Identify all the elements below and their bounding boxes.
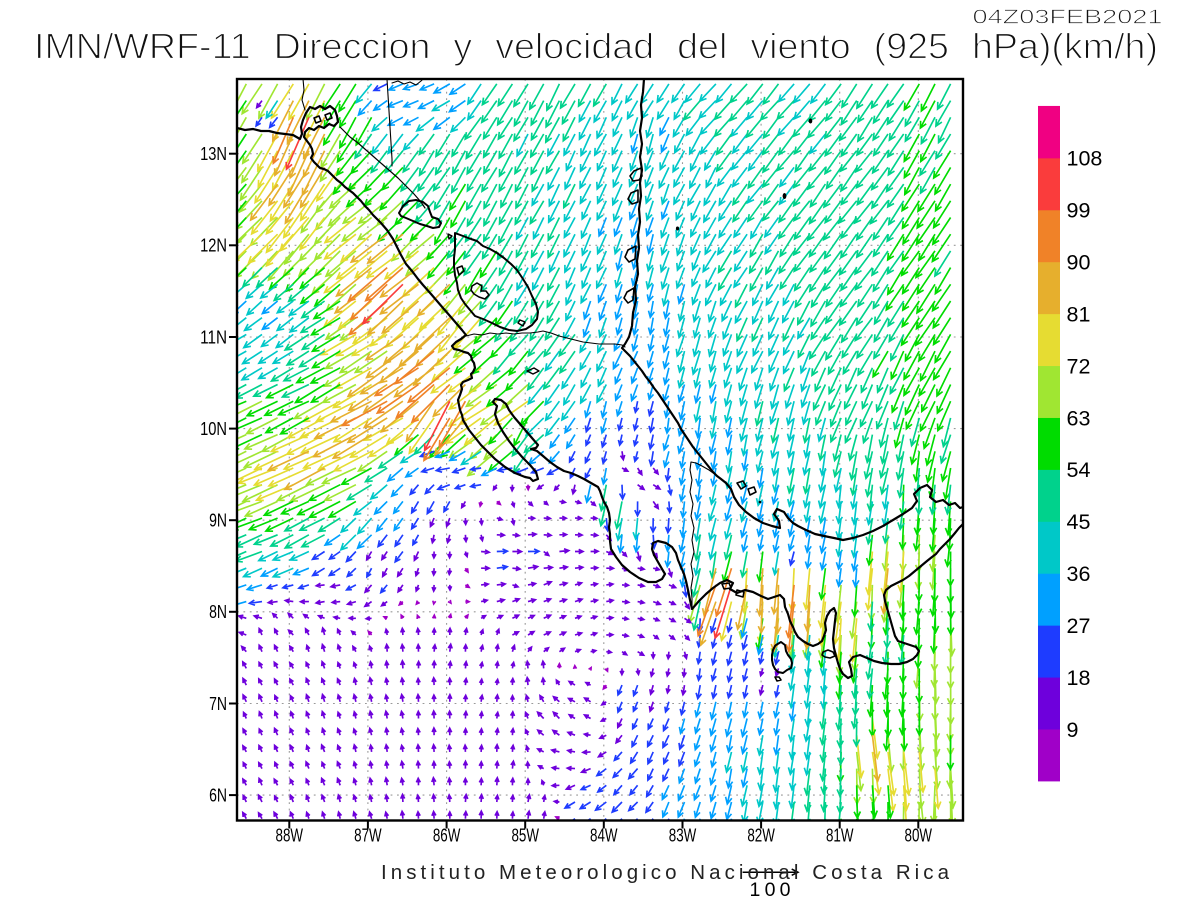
svg-text:100: 100 <box>750 879 791 900</box>
svg-text:IMN/WRF-11 Direccion y velocid: IMN/WRF-11 Direccion y velocidad del vie… <box>34 26 1158 67</box>
svg-text:45: 45 <box>1067 510 1091 534</box>
svg-text:86W: 86W <box>433 825 461 846</box>
svg-text:10N: 10N <box>200 419 227 439</box>
svg-text:99: 99 <box>1067 199 1091 223</box>
svg-text:84W: 84W <box>590 825 618 846</box>
svg-text:8N: 8N <box>209 602 227 622</box>
svg-text:36: 36 <box>1067 562 1091 586</box>
svg-text:82W: 82W <box>747 825 775 846</box>
svg-text:12N: 12N <box>200 236 227 256</box>
svg-text:7N: 7N <box>209 694 227 714</box>
svg-text:54: 54 <box>1067 458 1091 482</box>
svg-text:63: 63 <box>1067 406 1091 430</box>
svg-text:85W: 85W <box>511 825 539 846</box>
svg-text:13N: 13N <box>200 144 227 164</box>
svg-text:9: 9 <box>1067 718 1079 742</box>
svg-text:Instituto Meteorologico Nacion: Instituto Meteorologico Nacional Costa R… <box>381 861 950 884</box>
svg-text:83W: 83W <box>669 825 697 846</box>
svg-text:87W: 87W <box>354 825 382 846</box>
svg-text:80W: 80W <box>905 825 933 846</box>
svg-text:81W: 81W <box>826 825 854 846</box>
svg-text:04Z03FEB2021: 04Z03FEB2021 <box>973 7 1163 29</box>
svg-text:6N: 6N <box>209 786 227 806</box>
svg-text:11N: 11N <box>200 327 227 347</box>
svg-text:88W: 88W <box>276 825 304 846</box>
svg-text:27: 27 <box>1067 614 1091 638</box>
svg-text:81: 81 <box>1067 302 1091 326</box>
svg-text:9N: 9N <box>209 511 227 531</box>
svg-text:18: 18 <box>1067 666 1091 690</box>
svg-text:108: 108 <box>1067 147 1103 171</box>
svg-text:72: 72 <box>1067 354 1091 378</box>
svg-text:90: 90 <box>1067 251 1091 275</box>
